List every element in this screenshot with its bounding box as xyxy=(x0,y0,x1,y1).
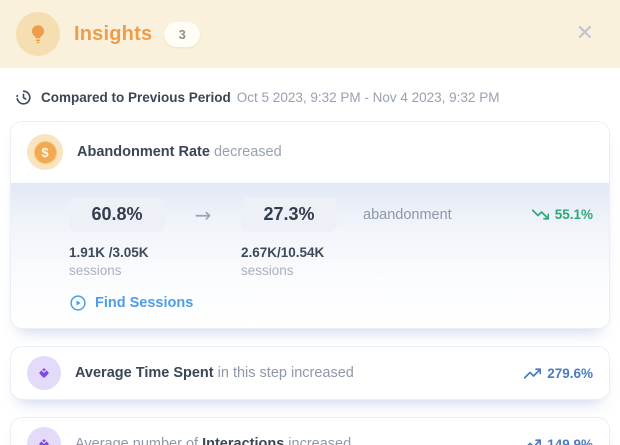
abandonment-rate-card: $ Abandonment Rate decreased 60.8% → 27.… xyxy=(10,121,610,329)
arrow-right-icon: → xyxy=(194,202,212,227)
after-sessions-value: 2.67K/10.54K xyxy=(241,245,325,260)
insight-metric: Interactions xyxy=(202,436,285,445)
insight-prefix: Average number of xyxy=(75,436,203,445)
trending-up-icon xyxy=(524,367,542,379)
abandonment-stats-row: 60.8% → 27.3% abandonment 55.1% xyxy=(69,197,593,232)
trending-down-icon xyxy=(531,209,549,220)
comparison-label: Compared to Previous Period xyxy=(41,90,231,105)
handshake-icon xyxy=(27,356,61,390)
insight-row-text: Average number of Interactions increased xyxy=(75,436,351,445)
insight-row-time-spent[interactable]: Average Time Spent in this step increase… xyxy=(10,346,610,400)
metric-status: decreased xyxy=(213,144,282,160)
panel-title: Insights xyxy=(74,22,153,45)
change-percent: 149.9% xyxy=(547,436,593,445)
change-badge-down: 55.1% xyxy=(531,206,593,223)
before-sessions-value: 1.91K /3.05K xyxy=(69,245,149,260)
dollar-coin-icon: $ xyxy=(27,134,63,170)
abandonment-card-header: $ Abandonment Rate decreased xyxy=(11,122,609,183)
change-badge-up: 279.6% xyxy=(524,365,593,382)
close-button[interactable]: ✕ xyxy=(572,21,598,47)
before-sessions-unit: sessions xyxy=(69,263,122,278)
metric-label: abandonment xyxy=(363,206,452,223)
before-sessions: 1.91K /3.05K sessions xyxy=(69,245,241,278)
after-sessions-unit: sessions xyxy=(241,263,294,278)
change-badge-up: 149.9% xyxy=(524,436,593,445)
insight-row-interactions[interactable]: Average number of Interactions increased… xyxy=(10,417,610,445)
history-clock-icon xyxy=(16,90,31,105)
dollar-glyph: $ xyxy=(33,140,57,164)
metric-name: Abandonment Rate xyxy=(77,144,210,160)
before-value-pill: 60.8% xyxy=(69,197,165,232)
insight-suffix: in this step increased xyxy=(213,365,354,381)
after-sessions: 2.67K/10.54K sessions xyxy=(241,245,413,278)
handshake-icon xyxy=(27,427,61,445)
comparison-row: Compared to Previous Period Oct 5 2023, … xyxy=(10,86,610,121)
change-percent: 279.6% xyxy=(547,365,593,381)
panel-header: Insights 3 ✕ xyxy=(0,0,620,68)
abandonment-card-body: 60.8% → 27.3% abandonment 55.1% xyxy=(11,183,609,328)
abandonment-card-title: Abandonment Rate decreased xyxy=(77,144,282,160)
after-value-pill: 27.3% xyxy=(241,197,337,232)
lightbulb-icon xyxy=(16,12,60,56)
find-sessions-label: Find Sessions xyxy=(95,295,194,311)
trending-up-icon xyxy=(526,438,542,445)
insight-metric: Average Time Spent xyxy=(75,365,214,381)
change-percent: 55.1% xyxy=(554,207,593,222)
find-sessions-button[interactable]: Find Sessions xyxy=(69,294,193,314)
sessions-row: 1.91K /3.05K sessions 2.67K/10.54K sessi… xyxy=(69,245,593,278)
comparison-date-range: Oct 5 2023, 9:32 PM - Nov 4 2023, 9:32 P… xyxy=(236,90,500,105)
insight-row-text: Average Time Spent in this step increase… xyxy=(75,365,354,381)
insight-suffix: increased xyxy=(284,436,352,445)
play-circle-icon xyxy=(70,295,86,311)
insights-count-badge: 3 xyxy=(164,21,201,47)
